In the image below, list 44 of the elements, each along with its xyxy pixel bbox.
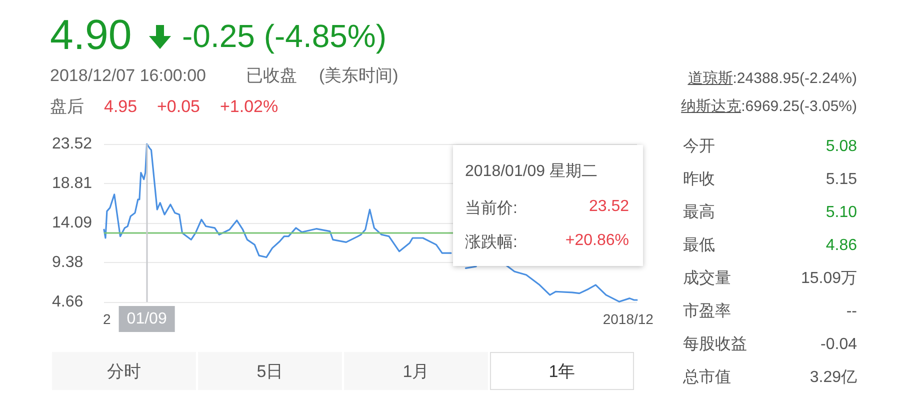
text: 1月 (344, 352, 488, 390)
text: 盘后 (50, 97, 84, 116)
x-tick-label: 2018/12 (602, 311, 654, 327)
text: 5.10 (826, 204, 857, 221)
text: -0.04 (820, 336, 857, 353)
text: 每股收益 (683, 336, 747, 353)
text: 市盈率 (683, 303, 731, 320)
text: 最高 (683, 204, 715, 221)
text: 4.86 (826, 237, 857, 254)
y-tick-label: 14.09 (52, 214, 92, 232)
text: 总市值 (683, 369, 731, 386)
text: 5日 (198, 352, 342, 390)
y-tick-label: 9.38 (52, 254, 84, 271)
text: 4.90 (50, 11, 132, 58)
annotation: 2018/01/09 星期二 (465, 162, 598, 182)
text: (美东时间) (319, 66, 398, 85)
text: 5.08 (826, 138, 857, 155)
text: 2018/12/07 16:00:00 (50, 66, 206, 85)
annotation: 当前价: (465, 199, 518, 219)
text: -- (846, 303, 857, 320)
annotation: 涨跌幅: (465, 233, 518, 253)
annotation: +20.86% (565, 232, 629, 251)
annotation: 23.52 (588, 198, 629, 217)
text: 15.09万 (800, 270, 857, 287)
y-tick-label: 4.66 (52, 294, 84, 310)
text: 5.15 (826, 171, 857, 188)
text: +0.05 (157, 97, 200, 116)
text: 1年 (490, 352, 634, 390)
text: 今开 (683, 138, 715, 155)
text: 已收盘 (246, 66, 297, 85)
text: 道琼斯:24388.95(-2.24%) (688, 70, 857, 87)
text: 3.29亿 (810, 369, 857, 386)
text: 分时 (52, 352, 196, 390)
text: 最低 (683, 237, 715, 254)
text: +1.02% (220, 97, 278, 116)
text: 纳斯达克:6969.25(-3.05%) (681, 98, 857, 115)
y-tick-label: 23.52 (52, 136, 92, 152)
ref-line-label: 01/09 (126, 310, 167, 328)
x-tick-label: 2 (103, 311, 112, 327)
text: 成交量 (683, 270, 731, 287)
text: -0.25 (-4.85%) (182, 18, 387, 54)
y-tick-label: 18.81 (52, 174, 92, 192)
text: 4.95 (104, 97, 138, 116)
text: 昨收 (683, 171, 715, 188)
